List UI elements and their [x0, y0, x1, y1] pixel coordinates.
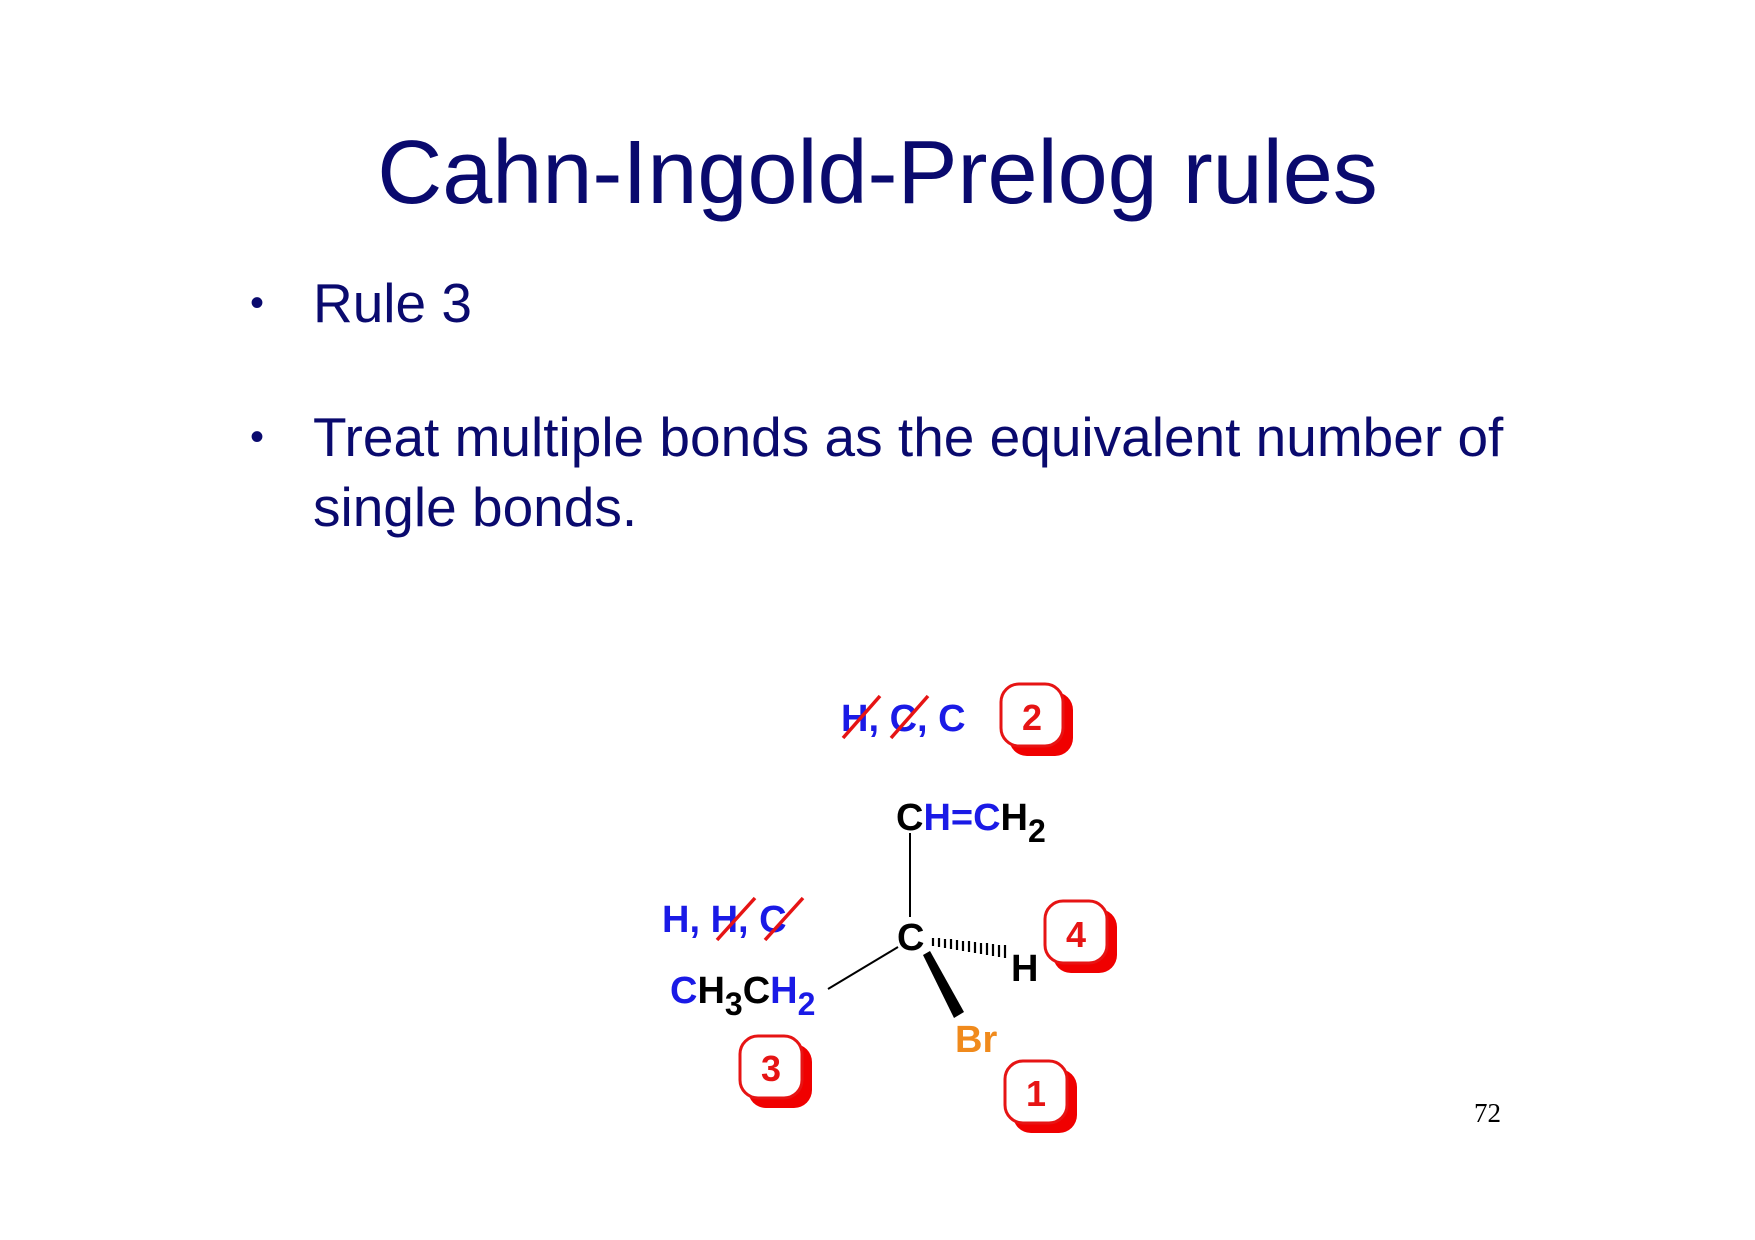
ethyl-group-label: CH3CH2: [670, 970, 815, 1022]
ethyl-h3: H: [697, 970, 724, 1012]
ethyl-c1: C: [670, 970, 697, 1012]
priority-badge-3: 3: [738, 1034, 812, 1108]
vinyl-c1: C: [896, 797, 923, 839]
strike-mark: [763, 896, 805, 942]
priority-number: 3: [761, 1048, 781, 1089]
bullet-dot-icon: •: [250, 281, 265, 325]
vinyl-sep-2: ,: [917, 698, 938, 740]
vinyl-h-double-c: H=C: [923, 797, 1000, 839]
page-number: 72: [1474, 1098, 1501, 1128]
bullet-text: Rule 3: [313, 272, 472, 334]
vinyl-subscript: 2: [1028, 813, 1046, 849]
bromine-atom: Br: [955, 1019, 997, 1061]
bullet-item: • Treat multiple bonds as the equivalent…: [250, 402, 1550, 542]
vinyl-dup-3: C: [938, 698, 965, 740]
strike-mark: [841, 694, 882, 740]
ethyl-c2: C: [743, 970, 770, 1012]
center-carbon: C: [897, 917, 924, 959]
bond-ethyl: [827, 946, 899, 990]
ethyl-h2: H: [770, 970, 797, 1012]
slide-title: Cahn-Ingold-Prelog rules: [377, 123, 1378, 223]
vinyl-group-label: CH=CH2: [896, 797, 1046, 849]
strike-mark: [715, 896, 757, 942]
bullet-text: Treat multiple bonds as the equivalent n…: [313, 406, 1504, 538]
strike-mark: [889, 694, 930, 740]
priority-badge-2: 2: [999, 682, 1073, 756]
vinyl-h: H: [1001, 797, 1028, 839]
bond-hash-hydrogen: [931, 938, 1007, 958]
priority-badge-4: 4: [1043, 899, 1117, 973]
priority-badge-1: 1: [1003, 1059, 1077, 1133]
ethyl-sub3: 3: [725, 986, 743, 1022]
bullet-list: • Rule 3 • Treat multiple bonds as the e…: [250, 268, 1550, 542]
priority-number: 2: [1022, 697, 1042, 738]
priority-number: 4: [1066, 914, 1086, 955]
ethyl-dup-1: H: [662, 899, 689, 941]
ethyl-sep-1: ,: [689, 899, 710, 941]
ethyl-sub2: 2: [798, 986, 816, 1022]
vinyl-sep-1: ,: [868, 698, 889, 740]
bullet-dot-icon: •: [250, 415, 265, 459]
priority-number: 1: [1026, 1073, 1046, 1114]
bullet-item: • Rule 3: [250, 268, 1550, 338]
bond-wedge-bromine: [923, 951, 964, 1018]
hydrogen-atom: H: [1011, 948, 1038, 990]
